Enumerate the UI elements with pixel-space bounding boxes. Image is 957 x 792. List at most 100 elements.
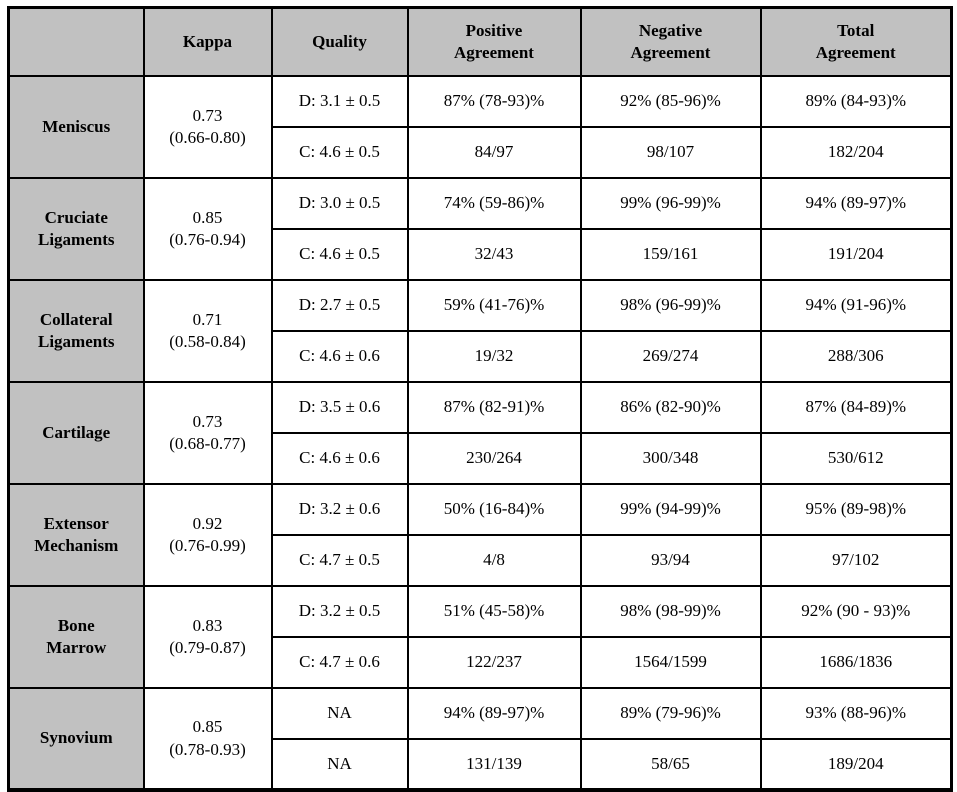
total-agreement-cell: 191/204 (759, 228, 953, 281)
row-label-collateral-ligaments: Collateral Ligaments (7, 279, 145, 383)
kappa-cell: 0.85 (0.78-0.93) (142, 687, 273, 791)
negative-agreement-cell: 300/348 (579, 432, 762, 485)
header-label: Total (837, 20, 875, 40)
table-row-bone-marrow-d: Bone Marrow 0.83 (0.79-0.87) D: 3.2 ± 0.5 … (7, 585, 953, 689)
kappa-cell: 0.83 (0.79-0.87) (142, 585, 273, 689)
row-label-extensor-mechanism: Extensor Mechanism (7, 483, 145, 587)
row-label-text: Bone (57, 615, 95, 635)
row-label-cruciate-ligaments: Cruciate Ligaments (7, 177, 145, 281)
agreement-table: Kappa Quality Positive Agreement Negative… (7, 6, 953, 792)
table-row-cruciate-c: C: 4.6 ± 0.5 32/43 159/161 191/204 (9, 228, 953, 281)
quality-cell: C: 4.6 ± 0.6 (270, 432, 409, 485)
column-header-total-agreement: Total Agreement (759, 6, 953, 77)
total-agreement-cell: 93% (88-96)% (759, 687, 953, 740)
positive-agreement-cell: 32/43 (406, 228, 582, 281)
positive-agreement-cell: 50% (16-84)% (406, 483, 582, 536)
positive-agreement-cell: 19/32 (406, 330, 582, 383)
kappa-value: 0.85 (192, 207, 223, 227)
quality-cell: D: 3.2 ± 0.5 (270, 585, 409, 638)
kappa-ci: (0.76-0.94) (169, 230, 246, 249)
kappa-ci: (0.79-0.87) (169, 638, 246, 657)
total-agreement-cell: 94% (91-96)% (759, 279, 953, 332)
quality-cell: C: 4.6 ± 0.5 (270, 126, 409, 179)
total-agreement-cell: 530/612 (759, 432, 953, 485)
header-label: Negative (638, 20, 703, 40)
quality-cell: D: 3.5 ± 0.6 (270, 381, 409, 434)
row-label-text: Collateral (39, 309, 113, 329)
corner-cell (7, 6, 145, 77)
positive-agreement-cell: 87% (82-91)% (406, 381, 582, 434)
positive-agreement-cell: 94% (89-97)% (406, 687, 582, 740)
kappa-value: 0.85 (192, 717, 223, 737)
quality-cell: D: 3.2 ± 0.6 (270, 483, 409, 536)
header-label: Agreement (630, 43, 711, 62)
row-label-text: Mechanism (34, 536, 119, 555)
row-label-text: Ligaments (38, 332, 115, 351)
negative-agreement-cell: 98% (96-99)% (579, 279, 762, 332)
table-row-extensor-c: C: 4.7 ± 0.5 4/8 93/94 97/102 (9, 534, 953, 587)
table-row-cartilage-c: C: 4.6 ± 0.6 230/264 300/348 530/612 (9, 432, 953, 485)
negative-agreement-cell: 89% (79-96)% (579, 687, 762, 740)
header-label: Quality (312, 31, 367, 51)
column-header-positive-agreement: Positive Agreement (406, 6, 582, 77)
quality-cell: D: 3.0 ± 0.5 (270, 177, 409, 230)
kappa-value: 0.73 (192, 411, 223, 431)
total-agreement-cell: 182/204 (759, 126, 953, 179)
kappa-ci: (0.58-0.84) (169, 332, 246, 351)
row-label-synovium: Synovium (7, 687, 145, 791)
kappa-ci: (0.66-0.80) (169, 128, 246, 147)
row-label-text: Ligaments (38, 230, 115, 249)
quality-cell: D: 3.1 ± 0.5 (270, 75, 409, 128)
negative-agreement-cell: 98/107 (579, 126, 762, 179)
negative-agreement-cell: 99% (94-99)% (579, 483, 762, 536)
kappa-cell: 0.92 (0.76-0.99) (142, 483, 273, 587)
header-label: Kappa (182, 31, 233, 51)
quality-cell: C: 4.6 ± 0.5 (270, 228, 409, 281)
positive-agreement-cell: 122/237 (406, 636, 582, 689)
column-header-negative-agreement: Negative Agreement (579, 6, 762, 77)
total-agreement-cell: 95% (89-98)% (759, 483, 953, 536)
kappa-cell: 0.73 (0.66-0.80) (142, 75, 273, 179)
row-label-meniscus: Meniscus (7, 75, 145, 179)
positive-agreement-cell: 74% (59-86)% (406, 177, 582, 230)
total-agreement-cell: 87% (84-89)% (759, 381, 953, 434)
row-label-text: Synovium (39, 728, 113, 748)
total-agreement-cell: 92% (90 - 93)% (759, 585, 953, 638)
total-agreement-cell: 89% (84-93)% (759, 75, 953, 128)
positive-agreement-cell: 59% (41-76)% (406, 279, 582, 332)
table-row-meniscus-c: C: 4.6 ± 0.5 84/97 98/107 182/204 (9, 126, 953, 179)
table-row-synovium-c: NA 131/139 58/65 189/204 (9, 738, 953, 791)
negative-agreement-cell: 99% (96-99)% (579, 177, 762, 230)
quality-cell: C: 4.6 ± 0.6 (270, 330, 409, 383)
header-row: Kappa Quality Positive Agreement Negative… (7, 6, 953, 77)
negative-agreement-cell: 92% (85-96)% (579, 75, 762, 128)
quality-cell: NA (270, 687, 409, 740)
row-label-text: Extensor (43, 513, 109, 533)
table-row-bone-marrow-c: C: 4.7 ± 0.6 122/237 1564/1599 1686/1836 (9, 636, 953, 689)
kappa-cell: 0.73 (0.68-0.77) (142, 381, 273, 485)
negative-agreement-cell: 58/65 (579, 738, 762, 791)
quality-cell: C: 4.7 ± 0.6 (270, 636, 409, 689)
table-row-collateral-d: Collateral Ligaments 0.71 (0.58-0.84) D: 2… (7, 279, 953, 383)
quality-cell: C: 4.7 ± 0.5 (270, 534, 409, 587)
negative-agreement-cell: 98% (98-99)% (579, 585, 762, 638)
kappa-ci: (0.78-0.93) (169, 739, 246, 759)
row-label-text: Meniscus (42, 116, 111, 136)
total-agreement-cell: 189/204 (759, 738, 953, 791)
kappa-value: 0.92 (192, 513, 223, 533)
negative-agreement-cell: 1564/1599 (579, 636, 762, 689)
positive-agreement-cell: 4/8 (406, 534, 582, 587)
row-label-text: Cartilage (42, 422, 111, 442)
table-row-cruciate-d: Cruciate Ligaments 0.85 (0.76-0.94) D: 3.0… (7, 177, 953, 281)
column-header-kappa: Kappa (142, 6, 273, 77)
positive-agreement-cell: 51% (45-58)% (406, 585, 582, 638)
quality-cell: D: 2.7 ± 0.5 (270, 279, 409, 332)
row-label-text: Cruciate (44, 207, 108, 227)
kappa-ci: (0.68-0.77) (169, 434, 246, 453)
total-agreement-cell: 97/102 (759, 534, 953, 587)
column-header-quality: Quality (270, 6, 409, 77)
kappa-value: 0.73 (192, 105, 223, 125)
positive-agreement-cell: 87% (78-93)% (406, 75, 582, 128)
row-label-bone-marrow: Bone Marrow (7, 585, 145, 689)
total-agreement-cell: 1686/1836 (759, 636, 953, 689)
